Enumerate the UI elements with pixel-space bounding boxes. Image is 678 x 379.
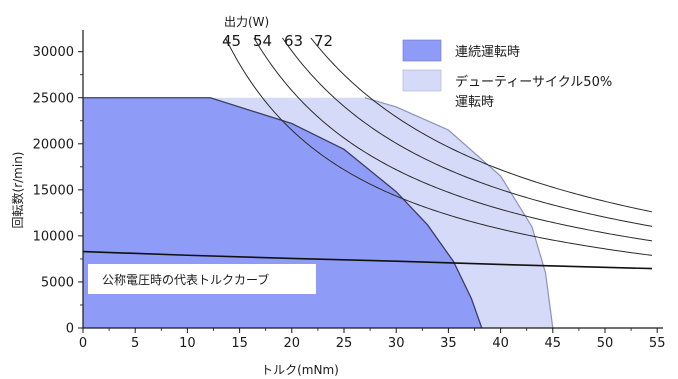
power-label-72: 72 xyxy=(314,32,333,50)
power-label-63: 63 xyxy=(284,32,303,50)
continuous-boundary xyxy=(83,97,483,329)
power-curve-45w xyxy=(224,37,653,256)
y-tick-label-20000: 20000 xyxy=(33,137,74,152)
x-tick-label-50: 50 xyxy=(597,336,614,351)
y-tick-label-30000: 30000 xyxy=(33,45,74,60)
power-label-45: 45 xyxy=(222,32,241,50)
x-tick-label-40: 40 xyxy=(492,336,509,351)
x-tick-label-15: 15 xyxy=(231,336,248,351)
y-tick-label-5000: 5000 xyxy=(41,275,74,290)
y-tick-label-25000: 25000 xyxy=(33,91,74,106)
power-curves-title: 出力(W) xyxy=(224,15,269,29)
power-curve-72w xyxy=(310,37,653,213)
power-curve-63w xyxy=(281,37,653,227)
x-tick-label-35: 35 xyxy=(440,336,457,351)
y-tick-label-15000: 15000 xyxy=(33,183,74,198)
legend-swatch-continuous xyxy=(402,39,442,62)
x-tick-label-45: 45 xyxy=(545,336,562,351)
x-tick-label-25: 25 xyxy=(336,336,353,351)
representative-torque-line xyxy=(82,250,653,270)
annotation-box xyxy=(88,264,316,294)
legend-label-duty-line2: 運転時 xyxy=(455,95,494,110)
legend-label-duty-line1: デューティーサイクル50% xyxy=(455,74,612,90)
torque-curve-annotation: 公称電圧時の代表トルクカーブ xyxy=(88,264,316,294)
x-axis-title: トルク(mNm) xyxy=(261,363,339,377)
x-tick-label-10: 10 xyxy=(179,336,196,351)
y-axis-title: 回転数(r/min) xyxy=(10,152,25,229)
y-tick-label-0: 0 xyxy=(66,322,74,337)
x-tick-label-30: 30 xyxy=(388,336,405,351)
x-tick-label-5: 5 xyxy=(131,336,139,351)
legend: 連続運転時 デューティーサイクル50% 運転時 xyxy=(402,39,612,110)
axes: 0 5 10 15 20 25 30 35 40 45 50 55 0 5000 10000 15000 200… xyxy=(33,30,666,351)
x-tick-label-55: 55 xyxy=(649,336,666,351)
y-tick-label-10000: 10000 xyxy=(33,229,74,244)
duty-cycle-boundary xyxy=(364,97,554,329)
annotation-text: 公称電圧時の代表トルクカーブ xyxy=(102,272,269,287)
x-tick-label-20: 20 xyxy=(284,336,301,351)
legend-swatch-duty xyxy=(402,69,442,92)
x-tick-label-0: 0 xyxy=(79,336,87,351)
legend-label-continuous: 連続運転時 xyxy=(455,45,520,60)
power-label-54: 54 xyxy=(253,32,272,50)
power-curve-54w xyxy=(253,37,653,242)
